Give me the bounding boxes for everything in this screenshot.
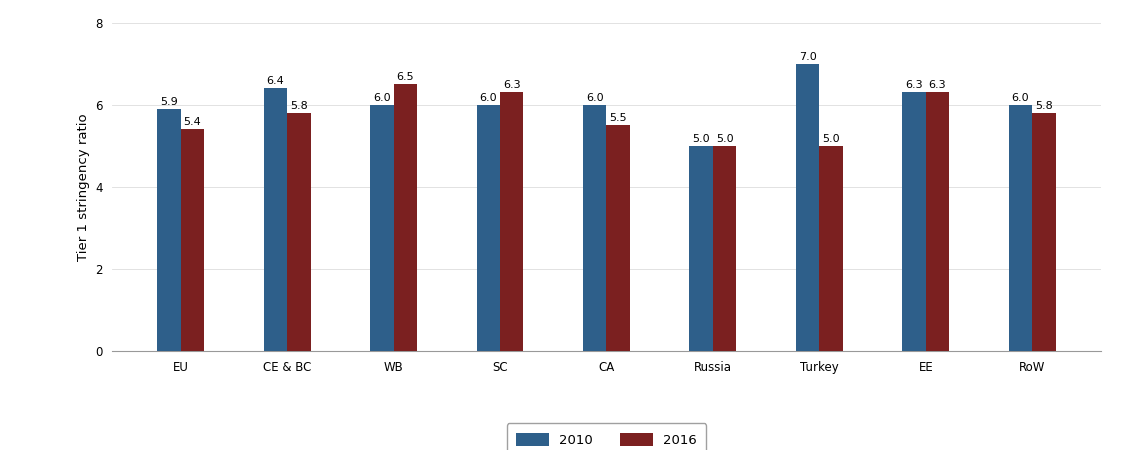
- Bar: [264, 88, 287, 351]
- Text: 6.3: 6.3: [929, 80, 947, 90]
- Bar: [1032, 113, 1056, 351]
- Bar: [713, 146, 737, 351]
- Text: 6.0: 6.0: [586, 93, 603, 103]
- Text: 6.0: 6.0: [373, 93, 391, 103]
- Bar: [393, 84, 417, 351]
- Text: 5.8: 5.8: [1035, 101, 1052, 111]
- Text: 5.0: 5.0: [715, 134, 733, 144]
- Legend: 2010, 2016: 2010, 2016: [506, 423, 706, 450]
- Bar: [371, 105, 393, 351]
- Bar: [500, 92, 523, 351]
- Text: 7.0: 7.0: [798, 51, 816, 62]
- Bar: [925, 92, 949, 351]
- Text: 5.0: 5.0: [822, 134, 840, 144]
- Bar: [157, 109, 181, 351]
- Text: 5.5: 5.5: [610, 113, 627, 123]
- Bar: [903, 92, 925, 351]
- Text: 5.0: 5.0: [693, 134, 710, 144]
- Bar: [606, 125, 630, 351]
- Text: 5.9: 5.9: [161, 97, 177, 107]
- Bar: [583, 105, 606, 351]
- Bar: [287, 113, 310, 351]
- Text: 6.0: 6.0: [1012, 93, 1030, 103]
- Text: 5.8: 5.8: [290, 101, 308, 111]
- Y-axis label: Tier 1 stringency ratio: Tier 1 stringency ratio: [76, 113, 90, 261]
- Bar: [181, 129, 204, 351]
- Text: 5.4: 5.4: [183, 117, 201, 127]
- Bar: [690, 146, 713, 351]
- Bar: [796, 63, 820, 351]
- Bar: [820, 146, 842, 351]
- Text: 6.5: 6.5: [396, 72, 414, 82]
- Text: 6.4: 6.4: [266, 76, 284, 86]
- Text: 6.0: 6.0: [480, 93, 497, 103]
- Bar: [1008, 105, 1032, 351]
- Bar: [476, 105, 500, 351]
- Text: 6.3: 6.3: [905, 80, 923, 90]
- Text: 6.3: 6.3: [503, 80, 520, 90]
